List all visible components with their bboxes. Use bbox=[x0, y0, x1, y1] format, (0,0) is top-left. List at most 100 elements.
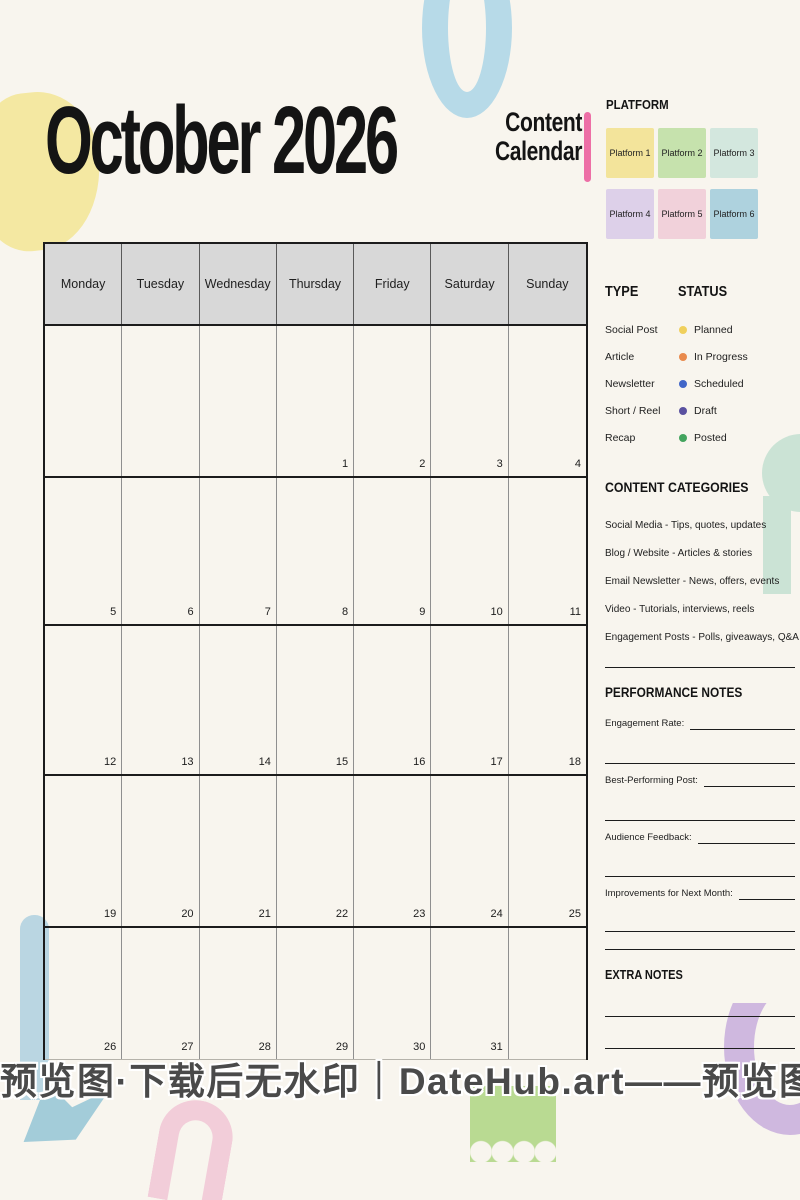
day-cell: 6 bbox=[122, 478, 200, 624]
type-item: Article bbox=[605, 350, 635, 363]
day-cell bbox=[509, 928, 586, 1059]
week-row-2: 5 6 7 8 9 10 11 bbox=[45, 478, 586, 626]
decor-horseshoe-blue bbox=[420, 0, 518, 126]
week-row-5: 26 27 28 29 30 31 bbox=[45, 928, 586, 1060]
week-row-1: 1 2 3 4 bbox=[45, 326, 586, 478]
write-in-line bbox=[690, 718, 795, 730]
date-label: 13 bbox=[181, 756, 194, 768]
date-label: 28 bbox=[258, 1041, 271, 1053]
day-cell: 11 bbox=[509, 478, 586, 624]
content-calendar-badge: Content Calendar bbox=[463, 108, 582, 165]
day-cell: 22 bbox=[277, 776, 355, 926]
write-in-line bbox=[605, 1048, 795, 1049]
date-label: 17 bbox=[490, 756, 503, 768]
page-title: October 2026 bbox=[45, 87, 399, 194]
day-cell: 18 bbox=[509, 626, 586, 774]
decor-pink-arch bbox=[147, 1094, 239, 1200]
date-label: 5 bbox=[110, 606, 117, 618]
type-item: Recap bbox=[605, 431, 636, 444]
weekday-friday: Friday bbox=[354, 244, 432, 324]
day-cell: 8 bbox=[277, 478, 355, 624]
day-cell bbox=[122, 326, 200, 476]
day-cell: 2 bbox=[354, 326, 432, 476]
day-cell bbox=[200, 326, 277, 476]
day-cell: 20 bbox=[122, 776, 200, 926]
write-in-line bbox=[605, 763, 795, 764]
categories-heading: CONTENT CATEGORIES bbox=[605, 479, 749, 495]
type-item: Newsletter bbox=[605, 377, 655, 390]
date-label: 29 bbox=[335, 1041, 349, 1053]
day-cell: 13 bbox=[122, 626, 200, 774]
day-cell: 29 bbox=[277, 928, 355, 1059]
weekday-wednesday: Wednesday bbox=[200, 244, 277, 324]
category-item: Blog / Website - Articles & stories bbox=[605, 547, 753, 559]
platform-chip-6: Platform 6 bbox=[710, 189, 758, 239]
status-dot-draft-icon bbox=[679, 406, 687, 415]
platform-chip-3: Platform 3 bbox=[710, 128, 758, 178]
day-cell: 7 bbox=[200, 478, 277, 624]
status-label: Scheduled bbox=[694, 377, 744, 390]
date-label: 16 bbox=[413, 756, 426, 768]
date-label: 31 bbox=[490, 1041, 503, 1053]
status-dot-inprogress-icon bbox=[679, 352, 687, 361]
day-cell: 28 bbox=[200, 928, 277, 1059]
status-item: Posted bbox=[679, 424, 789, 451]
date-label: 1 bbox=[342, 458, 349, 470]
date-label: 22 bbox=[335, 908, 349, 920]
section-divider bbox=[605, 667, 795, 668]
badge-line-1: Content bbox=[505, 107, 582, 137]
category-item: Video - Tutorials, interviews, reels bbox=[605, 603, 755, 615]
date-label: 3 bbox=[496, 458, 503, 470]
weekday-header-row: Monday Tuesday Wednesday Thursday Friday… bbox=[45, 244, 586, 326]
date-label: 14 bbox=[258, 756, 271, 768]
performance-field: Improvements for Next Month: bbox=[605, 888, 795, 900]
date-label: 25 bbox=[568, 908, 581, 920]
field-label: Best-Performing Post: bbox=[605, 775, 698, 786]
platform-grid: Platform 1 Platform 2 Platform 3 Platfor… bbox=[606, 128, 760, 239]
weekday-tuesday: Tuesday bbox=[122, 244, 200, 324]
platform-heading: PLATFORM bbox=[606, 97, 669, 112]
write-in-line bbox=[697, 832, 795, 844]
weekday-sunday: Sunday bbox=[526, 277, 569, 291]
categories-list: Social Media - Tips, quotes, updates Blo… bbox=[605, 511, 799, 651]
day-cell: 30 bbox=[354, 928, 432, 1059]
date-label: 9 bbox=[419, 606, 426, 618]
date-label: 18 bbox=[568, 756, 581, 768]
decor-mint-rect bbox=[763, 496, 791, 594]
day-cell: 3 bbox=[431, 326, 509, 476]
status-item: In Progress bbox=[679, 343, 789, 370]
status-item: Draft bbox=[679, 397, 789, 424]
day-cell: 21 bbox=[200, 776, 277, 926]
day-cell: 27 bbox=[122, 928, 200, 1059]
extra-notes-heading: EXTRA NOTES bbox=[605, 968, 683, 982]
performance-field: Engagement Rate: bbox=[605, 718, 795, 730]
category-item: Engagement Posts - Polls, giveaways, Q&A bbox=[605, 631, 799, 643]
day-cell: 31 bbox=[431, 928, 509, 1059]
day-cell: 17 bbox=[431, 626, 509, 774]
write-in-line bbox=[605, 820, 795, 821]
type-item: Short / Reel bbox=[605, 404, 661, 417]
day-cell: 19 bbox=[45, 776, 123, 926]
field-label: Audience Feedback: bbox=[605, 832, 692, 843]
status-label: Posted bbox=[694, 431, 727, 444]
day-cell: 24 bbox=[431, 776, 509, 926]
date-label: 8 bbox=[342, 606, 349, 618]
date-label: 19 bbox=[104, 908, 117, 920]
decor-green-scallop bbox=[470, 1086, 556, 1166]
date-label: 23 bbox=[413, 908, 426, 920]
date-label: 7 bbox=[264, 606, 271, 618]
type-list: Social Post Article Newsletter Short / R… bbox=[605, 316, 675, 451]
status-dot-scheduled-icon bbox=[679, 379, 687, 388]
preview-watermark: 预览图·下载后无水印｜DateHub.art——预览图 bbox=[0, 1061, 800, 1102]
week-row-3: 12 13 14 15 16 17 18 bbox=[45, 626, 586, 776]
day-cell: 9 bbox=[354, 478, 432, 624]
day-cell: 15 bbox=[277, 626, 355, 774]
status-list: Planned In Progress Scheduled Draft Post… bbox=[679, 316, 789, 451]
week-row-4: 19 20 21 22 23 24 25 bbox=[45, 776, 586, 928]
date-label: 15 bbox=[335, 756, 349, 768]
platform-chip-1: Platform 1 bbox=[606, 128, 654, 178]
platform-chip-4: Platform 4 bbox=[606, 189, 654, 239]
status-label: Planned bbox=[694, 323, 733, 336]
write-in-line bbox=[703, 775, 795, 787]
day-cell: 5 bbox=[45, 478, 123, 624]
